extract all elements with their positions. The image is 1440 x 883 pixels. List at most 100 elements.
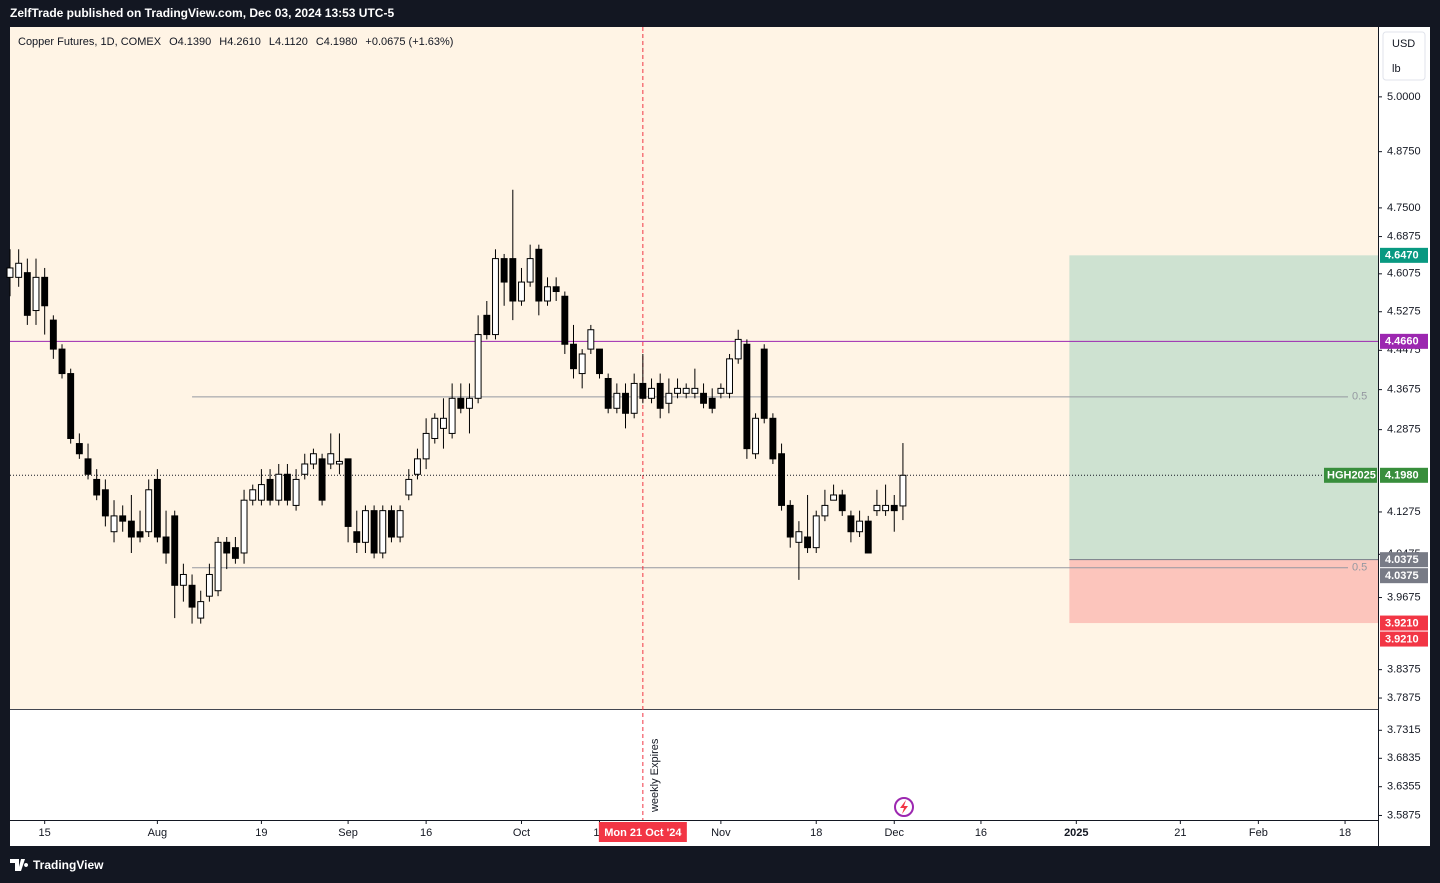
y-tick-label: 5.0000 — [1387, 91, 1421, 103]
candle-body-up — [665, 392, 673, 404]
candle-body-down — [283, 473, 291, 501]
candle-body-up — [6, 267, 14, 278]
icon-bolt[interactable] — [900, 800, 908, 814]
candle-body-up — [648, 387, 655, 399]
hline-price-label-box — [1380, 333, 1428, 349]
candle-body-up — [32, 276, 40, 312]
event-date-box — [598, 822, 687, 842]
y-tick-label: 4.5275 — [1387, 306, 1421, 318]
candle-body-down — [708, 397, 716, 409]
candle-body-down — [344, 458, 352, 527]
candle-body-down — [266, 478, 274, 501]
x-tick-label: Oct — [513, 827, 530, 839]
chart-layer: 0.5 0.5 weekly Expires — [6, 27, 1378, 820]
candle-body-up — [422, 432, 430, 460]
candle-body-down — [864, 520, 872, 554]
x-tick-label: 18 — [1339, 827, 1351, 839]
candle-body-down — [622, 392, 629, 414]
candle-body-up — [145, 489, 153, 533]
x-tick-label: 16 — [975, 827, 987, 839]
candle-body-down — [23, 272, 31, 316]
x-tick-label: Nov — [711, 827, 731, 839]
replay-icon[interactable] — [894, 797, 914, 817]
candle-body-up — [526, 258, 534, 283]
candle-body-down — [561, 295, 569, 345]
unit[interactable]: lb — [1392, 63, 1401, 75]
candle-body-up — [448, 397, 456, 434]
candle-body-up — [812, 515, 820, 549]
candle-body-up — [544, 286, 551, 302]
candle-body-down — [596, 348, 603, 375]
candle-body-up — [691, 387, 699, 394]
candle-body-up — [361, 510, 369, 543]
x-tick-label: 18 — [810, 827, 822, 839]
candle-body-down — [223, 541, 231, 554]
legend: Copper Futures, 1D, COMEX O4.1390 H4.2610 L… — [18, 36, 453, 48]
candle-body-down — [570, 343, 577, 370]
candle-body-down — [188, 584, 196, 608]
candle-body-down — [838, 494, 846, 512]
candle-body-down — [318, 458, 326, 501]
time-axis — [10, 820, 1378, 846]
y-tick-label: 4.1275 — [1387, 506, 1421, 518]
currency-box[interactable] — [1382, 31, 1426, 81]
candle-body-up — [440, 417, 447, 429]
last-price-label: 4.1980 — [1385, 470, 1419, 482]
candle-body-up — [414, 458, 421, 475]
candle-body-up — [717, 387, 725, 394]
y-tick-label: 3.9675 — [1387, 591, 1421, 603]
legend-symbol: Copper Futures, 1D, COMEX — [18, 36, 162, 48]
y-tick-label: 3.8375 — [1387, 664, 1421, 676]
candle-body-down — [804, 536, 812, 549]
candle-body-up — [275, 473, 283, 501]
candle-body-down — [457, 397, 465, 409]
x-tick-label: Sep — [338, 827, 358, 839]
candle-body-up — [882, 504, 890, 512]
y-tick-label: 4.7500 — [1387, 202, 1421, 214]
stop-zone — [1069, 559, 1378, 624]
candle-body-up — [682, 387, 690, 394]
x-tick-label: 19 — [255, 827, 267, 839]
icon-ring[interactable] — [894, 797, 914, 817]
candle-body-down — [604, 377, 612, 409]
candle-body-up — [630, 382, 638, 414]
candle-body-down — [119, 515, 127, 522]
candle-body-up — [578, 353, 586, 375]
session-background — [10, 27, 1378, 709]
candle-body-down — [535, 248, 543, 302]
legend-open: O4.1390 — [169, 36, 211, 48]
candle-body-down — [136, 531, 144, 538]
candle-body-down — [760, 348, 768, 419]
candle-body-up — [587, 329, 595, 350]
candle-body-down — [700, 392, 707, 404]
candle-body-down — [890, 504, 898, 512]
candle-body-up — [466, 397, 473, 409]
candle-body-down — [58, 348, 66, 375]
entry-price-label-box — [1380, 552, 1428, 568]
y-tick-label: 3.6355 — [1387, 781, 1421, 793]
legend-change: +0.0675 (+1.63%) — [365, 36, 453, 48]
candle-body-down — [786, 504, 794, 538]
x-tick-label: 16 — [420, 827, 432, 839]
target-zone — [1069, 255, 1378, 560]
candle-body-up — [292, 478, 300, 506]
candle-body-up — [205, 573, 213, 597]
candle-body-down — [483, 314, 491, 336]
candle-body-up — [726, 358, 733, 394]
candle-body-up — [257, 484, 265, 501]
y-tick-label: 4.3675 — [1387, 384, 1421, 396]
candle-body-up — [856, 520, 864, 533]
candle-body-up — [249, 489, 257, 501]
candle-body-up — [674, 387, 681, 394]
candle-body-up — [734, 338, 742, 360]
fib-label: 0.5 — [1352, 391, 1367, 403]
candle-body-down — [84, 458, 92, 475]
candle-body-up — [518, 281, 525, 302]
currency[interactable]: USD — [1392, 38, 1415, 50]
candle-body-up — [335, 460, 343, 465]
x-tick-label: 21 — [1174, 827, 1186, 839]
candle-body-down — [743, 343, 751, 450]
candle-body-down — [93, 478, 101, 496]
candle-body-up — [821, 504, 829, 517]
candle-body-down — [769, 417, 777, 460]
